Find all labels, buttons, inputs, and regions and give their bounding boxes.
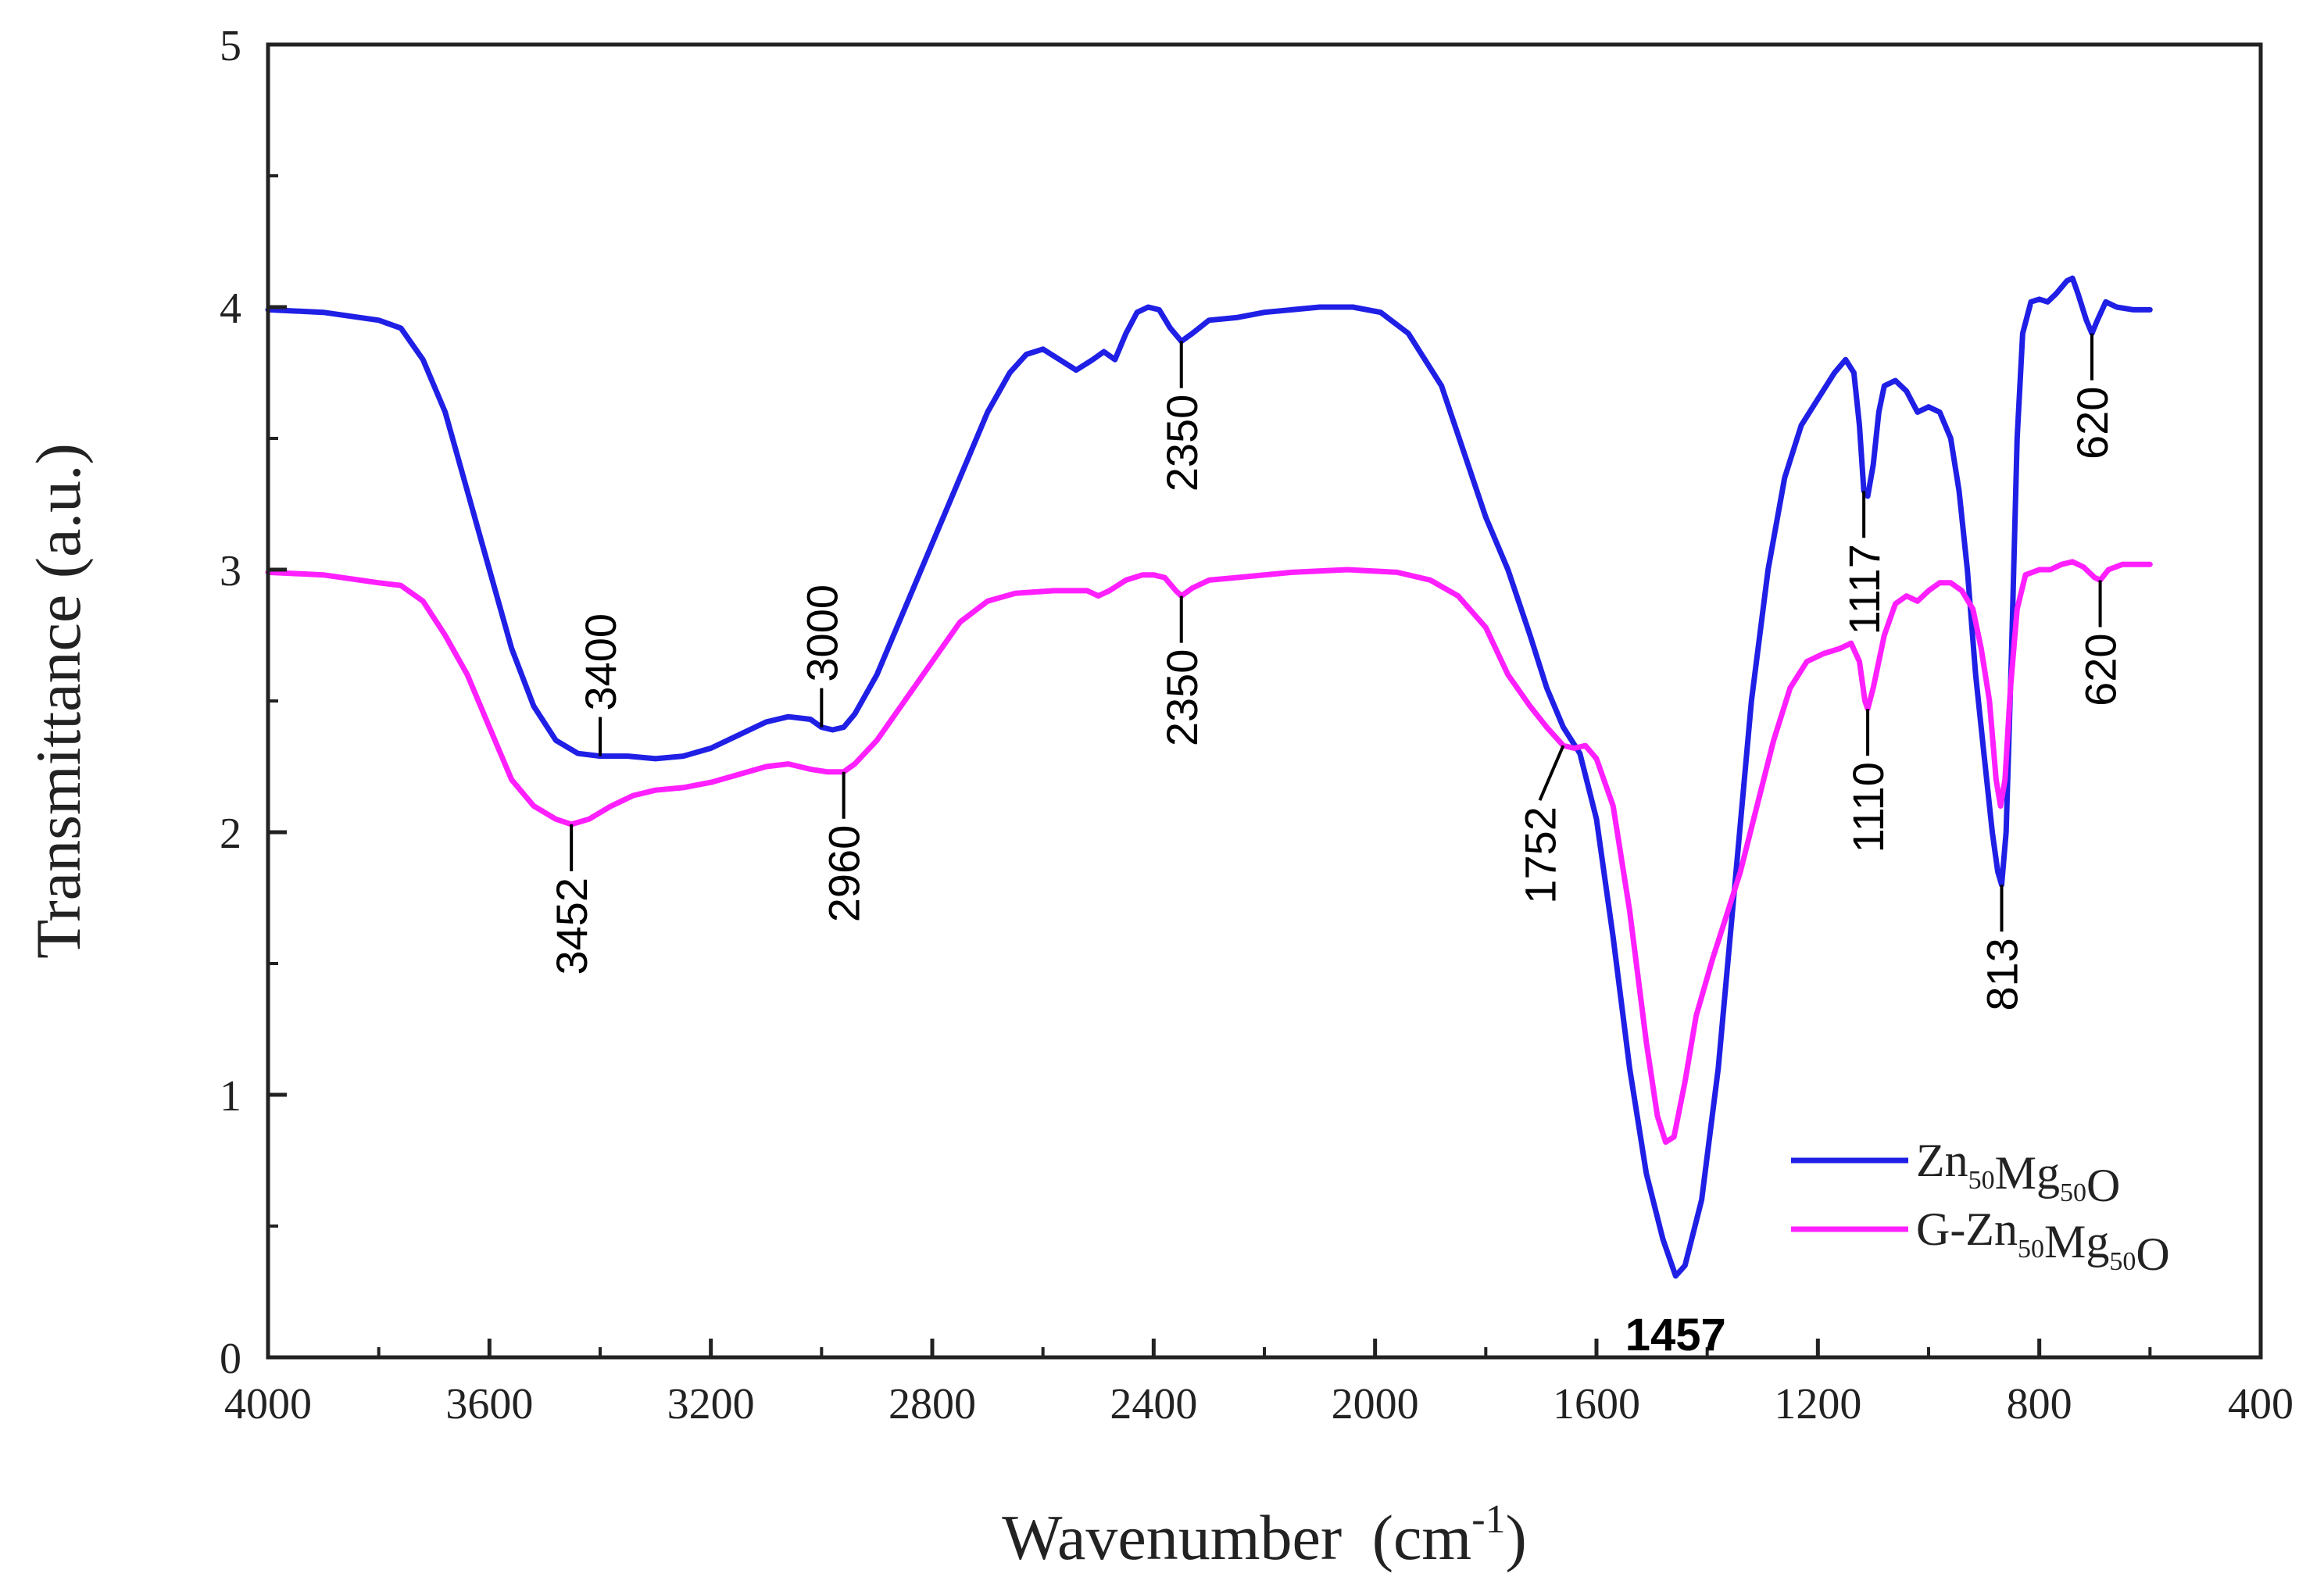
y-axis-title: Transmittance (a.u.) [23, 443, 94, 959]
x-tick-label-3200: 3200 [667, 1380, 755, 1428]
x-tick-label-2000: 2000 [1332, 1380, 1419, 1428]
peak-annotation-1457: 1457 [1625, 1310, 1726, 1360]
peak-annotation-1752: 1752 [1516, 745, 1565, 904]
peak-annotation-620: 620 [2068, 333, 2117, 459]
peak-annotation-1110: 1110 [1843, 709, 1893, 853]
tick-layer: 4000 3600 3200 2800 2400 2000 1600 1200 800 40001… [220, 22, 2294, 1428]
peak-annotation-2960: 2960 [820, 771, 869, 923]
y-tick-label-5: 5 [220, 22, 241, 70]
peak-label-620: 620 [2068, 387, 2117, 459]
peak-label-2350: 2350 [1157, 649, 1207, 747]
peak-annotation-2350: 2350 [1157, 341, 1207, 492]
peak-label-1752: 1752 [1516, 806, 1565, 904]
peak-label-813: 813 [1978, 938, 2027, 1010]
x-tick-label-2800: 2800 [888, 1380, 976, 1428]
peak-label-3000: 3000 [797, 585, 846, 682]
x-tick-label-1200: 1200 [1774, 1380, 1861, 1428]
peak-annotation-3000: 3000 [797, 585, 846, 728]
annotation-layer: 3452 3400 3000 2960 2350 2350 1752 1457 1117 1110… [547, 333, 2126, 1360]
peak-label-1117: 1117 [1840, 544, 1889, 635]
peak-label-3452: 3452 [547, 878, 596, 975]
legend-item-1: Zn50Mg50O [1791, 1135, 2120, 1211]
y-tick-label-0: 0 [220, 1335, 241, 1383]
legend-item-2: G-Zn50Mg50O [1791, 1203, 2170, 1280]
x-tick-label-2400: 2400 [1110, 1380, 1197, 1428]
x-tick-label-1600: 1600 [1553, 1380, 1640, 1428]
legend-label-1: Zn50Mg50O [1916, 1135, 2120, 1211]
peak-leader-1752 [1538, 745, 1565, 801]
x-axis-title: Wavenumber (cm-1) [1002, 1497, 1527, 1573]
y-tick-label-1: 1 [220, 1072, 241, 1121]
peak-label-620: 620 [2076, 633, 2126, 706]
peak-annotation-1117: 1117 [1840, 491, 1889, 635]
y-tick-label-3: 3 [220, 547, 241, 595]
x-tick-label-800: 800 [2007, 1380, 2072, 1428]
legend-label-2: G-Zn50Mg50O [1916, 1203, 2170, 1280]
series-line-1 [265, 275, 2153, 1279]
peak-label-1457: 1457 [1625, 1310, 1726, 1360]
y-tick-label-2: 2 [220, 810, 241, 858]
series-layer [265, 275, 2153, 1279]
peak-label-1110: 1110 [1843, 762, 1893, 853]
peak-annotation-813: 813 [1978, 885, 2027, 1011]
peak-annotation-620: 620 [2076, 580, 2126, 706]
x-tick-label-3600: 3600 [445, 1380, 533, 1428]
peak-label-2350: 2350 [1157, 395, 1207, 492]
x-axis-title-main: Wavenumber [1002, 1502, 1342, 1573]
peak-label-3400: 3400 [576, 613, 625, 711]
series-line-2 [265, 559, 2153, 1145]
y-tick-label-4: 4 [220, 284, 241, 333]
x-axis-title-unit-sup: -1 [1471, 1497, 1505, 1542]
peak-annotation-3400: 3400 [576, 613, 625, 756]
x-tick-label-4000: 4000 [224, 1380, 312, 1428]
x-axis-title-unit-close: ) [1506, 1502, 1527, 1573]
peak-annotation-2350: 2350 [1157, 595, 1207, 747]
x-tick-label-400: 400 [2228, 1380, 2294, 1428]
peak-label-2960: 2960 [820, 825, 869, 923]
peak-annotation-3452: 3452 [547, 824, 596, 975]
x-axis-title-unit: (cm [1372, 1502, 1471, 1573]
